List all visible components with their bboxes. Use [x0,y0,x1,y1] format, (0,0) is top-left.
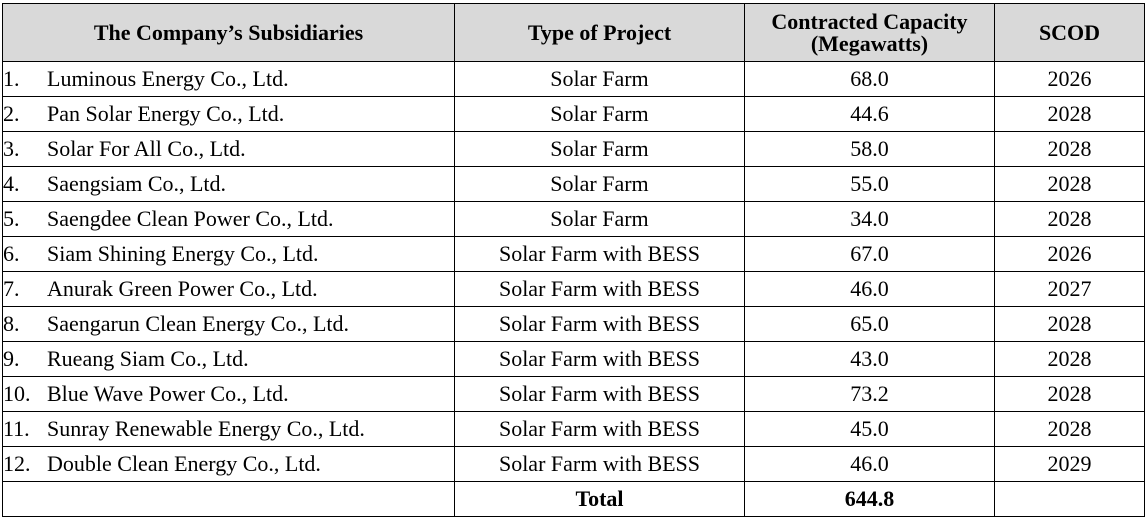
scod-cell: 2028 [994,201,1145,237]
table-row: 6. Siam Shining Energy Co., Ltd. Solar Far… [2,236,1145,272]
table-row: 3. Solar For All Co., Ltd. Solar Farm 58.0 2… [2,131,1145,167]
capacity-cell: 34.0 [744,201,995,237]
scod-cell: 2026 [994,61,1145,97]
scod-cell: 2028 [994,166,1145,202]
row-number: 6. [3,241,20,266]
project-type-cell: Solar Farm with BESS [454,446,745,482]
subsidiary-name: Solar For All Co., Ltd. [47,136,246,161]
row-number: 3. [3,136,20,161]
scod-cell: 2028 [994,341,1145,377]
project-type-cell: Solar Farm with BESS [454,341,745,377]
capacity-cell: 55.0 [744,166,995,202]
project-type-cell: Solar Farm with BESS [454,271,745,307]
subsidiary-cell: 6. Siam Shining Energy Co., Ltd. [2,236,455,272]
total-row: Total 644.8 [2,481,1145,517]
table-row: 9. Rueang Siam Co., Ltd. Solar Farm with B… [2,341,1145,377]
subsidiary-name: Luminous Energy Co., Ltd. [47,66,289,91]
subsidiary-cell: 2. Pan Solar Energy Co., Ltd. [2,96,455,132]
project-type-cell: Solar Farm [454,201,745,237]
scod-cell: 2026 [994,236,1145,272]
subsidiary-cell: 12. Double Clean Energy Co., Ltd. [2,446,455,482]
subsidiary-name: Saengsiam Co., Ltd. [47,171,227,196]
table-row: 11. Sunray Renewable Energy Co., Ltd. Sola… [2,411,1145,447]
capacity-cell: 65.0 [744,306,995,342]
row-number: 4. [3,171,20,196]
row-number: 11. [3,416,30,441]
capacity-cell: 68.0 [744,61,995,97]
scod-cell: 2029 [994,446,1145,482]
table-row: 1. Luminous Energy Co., Ltd. Solar Farm 68.… [2,61,1145,97]
scod-cell: 2028 [994,306,1145,342]
header-capacity-line1: Contracted Capacity [771,8,968,34]
scod-cell: 2028 [994,376,1145,412]
row-number: 8. [3,311,20,336]
project-type-cell: Solar Farm with BESS [454,411,745,447]
table-row: 7. Anurak Green Power Co., Ltd. Solar Farm… [2,271,1145,307]
subsidiary-cell: 5. Saengdee Clean Power Co., Ltd. [2,201,455,237]
row-number: 12. [3,451,31,476]
subsidiary-cell: 4. Saengsiam Co., Ltd. [2,166,455,202]
header-capacity: Contracted Capacity (Megawatts) [744,3,995,62]
header-scod: SCOD [994,3,1145,62]
table-row: 2. Pan Solar Energy Co., Ltd. Solar Farm 44… [2,96,1145,132]
capacity-cell: 58.0 [744,131,995,167]
project-type-cell: Solar Farm with BESS [454,376,745,412]
subsidiaries-table: The Company’s Subsidiaries Type of Proje… [2,3,1145,517]
table-body: 1. Luminous Energy Co., Ltd. Solar Farm 68.… [2,61,1145,482]
subsidiary-name: Saengarun Clean Energy Co., Ltd. [47,311,350,336]
table-row: 12. Double Clean Energy Co., Ltd. Solar Fa… [2,446,1145,482]
scod-cell: 2028 [994,131,1145,167]
subsidiary-cell: 11. Sunray Renewable Energy Co., Ltd. [2,411,455,447]
subsidiary-cell: 3. Solar For All Co., Ltd. [2,131,455,167]
total-blank-cell [2,481,455,517]
table-row: 8. Saengarun Clean Energy Co., Ltd. Solar … [2,306,1145,342]
row-number: 5. [3,206,20,231]
total-scod-blank [994,481,1145,517]
project-type-cell: Solar Farm [454,131,745,167]
subsidiary-name: Anurak Green Power Co., Ltd. [47,276,318,301]
subsidiary-name: Rueang Siam Co., Ltd. [47,346,249,371]
subsidiary-cell: 10. Blue Wave Power Co., Ltd. [2,376,455,412]
capacity-cell: 45.0 [744,411,995,447]
table-row: 4. Saengsiam Co., Ltd. Solar Farm 55.0 2028 [2,166,1145,202]
capacity-cell: 43.0 [744,341,995,377]
row-number: 2. [3,101,20,126]
header-subsidiaries: The Company’s Subsidiaries [2,3,455,62]
total-label: Total [454,481,745,517]
row-number: 7. [3,276,20,301]
subsidiary-cell: 1. Luminous Energy Co., Ltd. [2,61,455,97]
scod-cell: 2028 [994,96,1145,132]
header-row: The Company’s Subsidiaries Type of Proje… [2,3,1145,62]
capacity-cell: 46.0 [744,271,995,307]
row-number: 10. [3,381,31,406]
table-row: 10. Blue Wave Power Co., Ltd. Solar Farm w… [2,376,1145,412]
capacity-cell: 44.6 [744,96,995,132]
header-type: Type of Project [454,3,745,62]
project-type-cell: Solar Farm [454,61,745,97]
capacity-cell: 46.0 [744,446,995,482]
total-capacity: 644.8 [744,481,995,517]
table-row: 5. Saengdee Clean Power Co., Ltd. Solar Fa… [2,201,1145,237]
subsidiary-name: Double Clean Energy Co., Ltd. [47,451,321,476]
project-type-cell: Solar Farm [454,96,745,132]
header-capacity-line2: (Megawatts) [810,30,929,56]
subsidiary-name: Pan Solar Energy Co., Ltd. [47,101,285,126]
capacity-cell: 73.2 [744,376,995,412]
row-number: 1. [3,66,20,91]
subsidiary-name: Saengdee Clean Power Co., Ltd. [47,206,334,231]
scod-cell: 2027 [994,271,1145,307]
project-type-cell: Solar Farm [454,166,745,202]
subsidiary-name: Siam Shining Energy Co., Ltd. [47,241,319,266]
capacity-cell: 67.0 [744,236,995,272]
subsidiary-cell: 9. Rueang Siam Co., Ltd. [2,341,455,377]
project-type-cell: Solar Farm with BESS [454,306,745,342]
scod-cell: 2028 [994,411,1145,447]
subsidiary-cell: 8. Saengarun Clean Energy Co., Ltd. [2,306,455,342]
subsidiary-cell: 7. Anurak Green Power Co., Ltd. [2,271,455,307]
row-number: 9. [3,346,20,371]
subsidiary-name: Sunray Renewable Energy Co., Ltd. [47,416,365,441]
subsidiary-name: Blue Wave Power Co., Ltd. [47,381,289,406]
project-type-cell: Solar Farm with BESS [454,236,745,272]
